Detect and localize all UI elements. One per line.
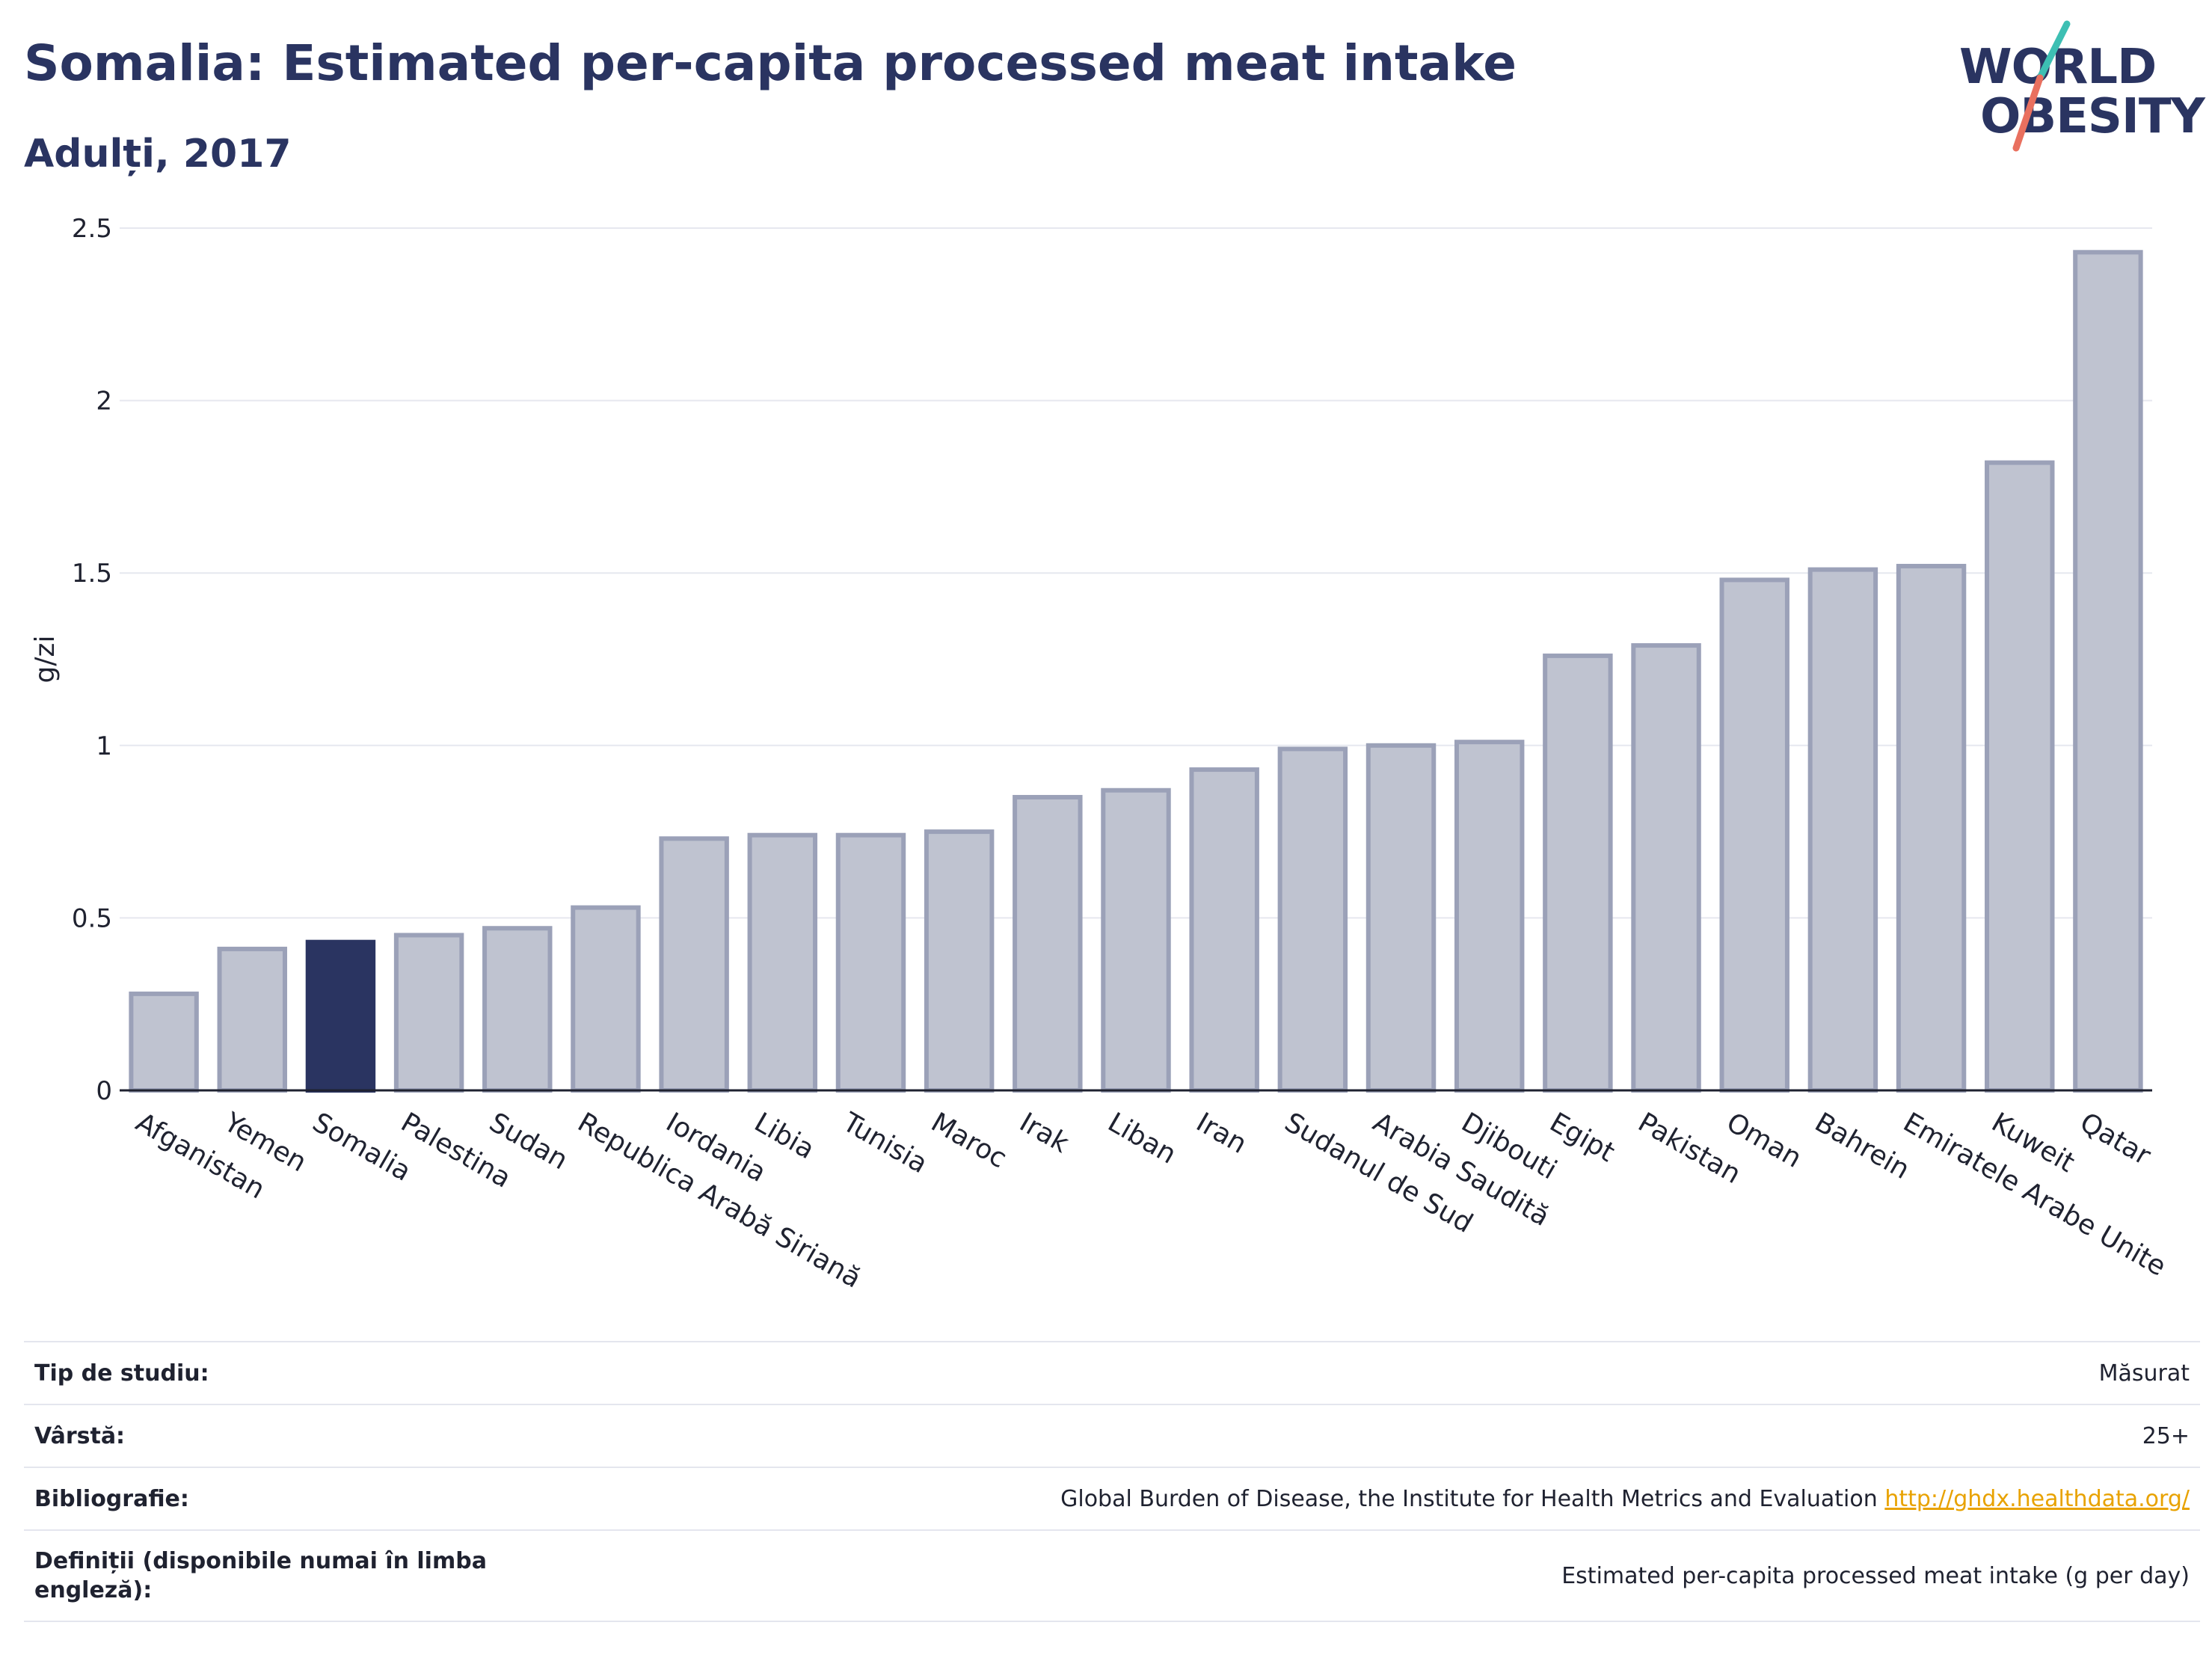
bar-djibouti[interactable] <box>1454 740 1525 1093</box>
bar-qatar[interactable] <box>2073 250 2143 1093</box>
age-value: 25+ <box>2142 1422 2190 1449</box>
x-tick-label: Tunisia <box>837 1107 933 1179</box>
bar-maroc[interactable] <box>924 829 995 1093</box>
bar-irak[interactable] <box>1013 794 1083 1093</box>
age-label: Vârstă: <box>34 1422 126 1449</box>
bar-afganistan[interactable] <box>129 991 199 1093</box>
x-tick-label: Bahrein <box>1810 1107 1914 1185</box>
logo-slash-icon <box>2012 20 2071 152</box>
bar-sudanul-de-sud[interactable] <box>1277 746 1348 1093</box>
bar-libia[interactable] <box>747 832 818 1093</box>
x-tick-label: Liban <box>1103 1107 1182 1170</box>
age-row: Vârstă: 25+ <box>24 1404 2200 1467</box>
bar-arabia-saudită[interactable] <box>1365 743 1437 1093</box>
world-obesity-logo: WORLD OBESITY <box>1944 15 2205 165</box>
bar-iran[interactable] <box>1189 767 1259 1093</box>
bar-republica-arabă-siriană[interactable] <box>571 905 641 1093</box>
bar-sudan[interactable] <box>482 926 553 1093</box>
bar-bahrein[interactable] <box>1807 567 1878 1093</box>
bar-iordania[interactable] <box>659 836 729 1093</box>
bibliography-row: Bibliografie: Global Burden of Disease, … <box>24 1467 2200 1529</box>
bar-oman[interactable] <box>1719 577 1789 1093</box>
study-type-row: Tip de studiu: Măsurat <box>24 1341 2200 1404</box>
bar-chart: 00.511.522.5g/ziAfganistanYemenSomaliaPa… <box>30 214 2171 1295</box>
x-tick-label: Iran <box>1191 1107 1252 1160</box>
y-tick-label: 1.5 <box>72 559 112 589</box>
y-tick-label: 0.5 <box>72 903 112 933</box>
bar-egipt[interactable] <box>1543 653 1613 1093</box>
bar-kuweit[interactable] <box>1985 460 2055 1093</box>
bar-emiratele-arabe-unite[interactable] <box>1896 563 1967 1093</box>
info-table: Tip de studiu: Măsurat Vârstă: 25+ Bibli… <box>24 1341 2200 1622</box>
logo-line1: WORLD <box>1959 40 2157 95</box>
x-tick-label: Qatar <box>2074 1107 2155 1171</box>
definitions-label: Definiții (disponibile numai în limba en… <box>34 1548 487 1603</box>
bibliography-value: Global Burden of Disease, the Institute … <box>1060 1486 2190 1512</box>
x-tick-label: Somalia <box>307 1107 416 1188</box>
bar-somalia[interactable] <box>305 939 376 1093</box>
bibliography-text: Global Burden of Disease, the Institute … <box>1060 1485 1878 1512</box>
y-axis-label: g/zi <box>30 636 61 684</box>
definitions-row: Definiții (disponibile numai în limba en… <box>24 1529 2200 1622</box>
study-type-label: Tip de studiu: <box>34 1360 209 1387</box>
x-tick-label: Maroc <box>926 1107 1012 1174</box>
bibliography-label: Bibliografie: <box>34 1485 189 1512</box>
bibliography-link[interactable]: http://ghdx.healthdata.org/ <box>1884 1485 2190 1512</box>
chart-title: Somalia: Estimated per-capita processed … <box>24 34 1517 92</box>
bar-yemen[interactable] <box>217 946 287 1093</box>
study-type-value: Măsurat <box>2098 1360 2190 1387</box>
logo-line2: OBESITY <box>1980 89 2205 144</box>
bar-tunisia[interactable] <box>835 832 906 1093</box>
y-tick-label: 2.5 <box>72 214 112 244</box>
x-tick-label: Irak <box>1014 1107 1074 1159</box>
bar-liban[interactable] <box>1101 787 1171 1093</box>
y-tick-label: 0 <box>96 1076 112 1106</box>
bar-pakistan[interactable] <box>1631 643 1701 1093</box>
definitions-value: Estimated per-capita processed meat inta… <box>1561 1562 2190 1589</box>
bar-palestina[interactable] <box>393 933 464 1093</box>
y-tick-label: 1 <box>96 731 112 761</box>
chart-subtitle: Adulți, 2017 <box>24 132 292 176</box>
y-tick-label: 2 <box>96 387 112 417</box>
